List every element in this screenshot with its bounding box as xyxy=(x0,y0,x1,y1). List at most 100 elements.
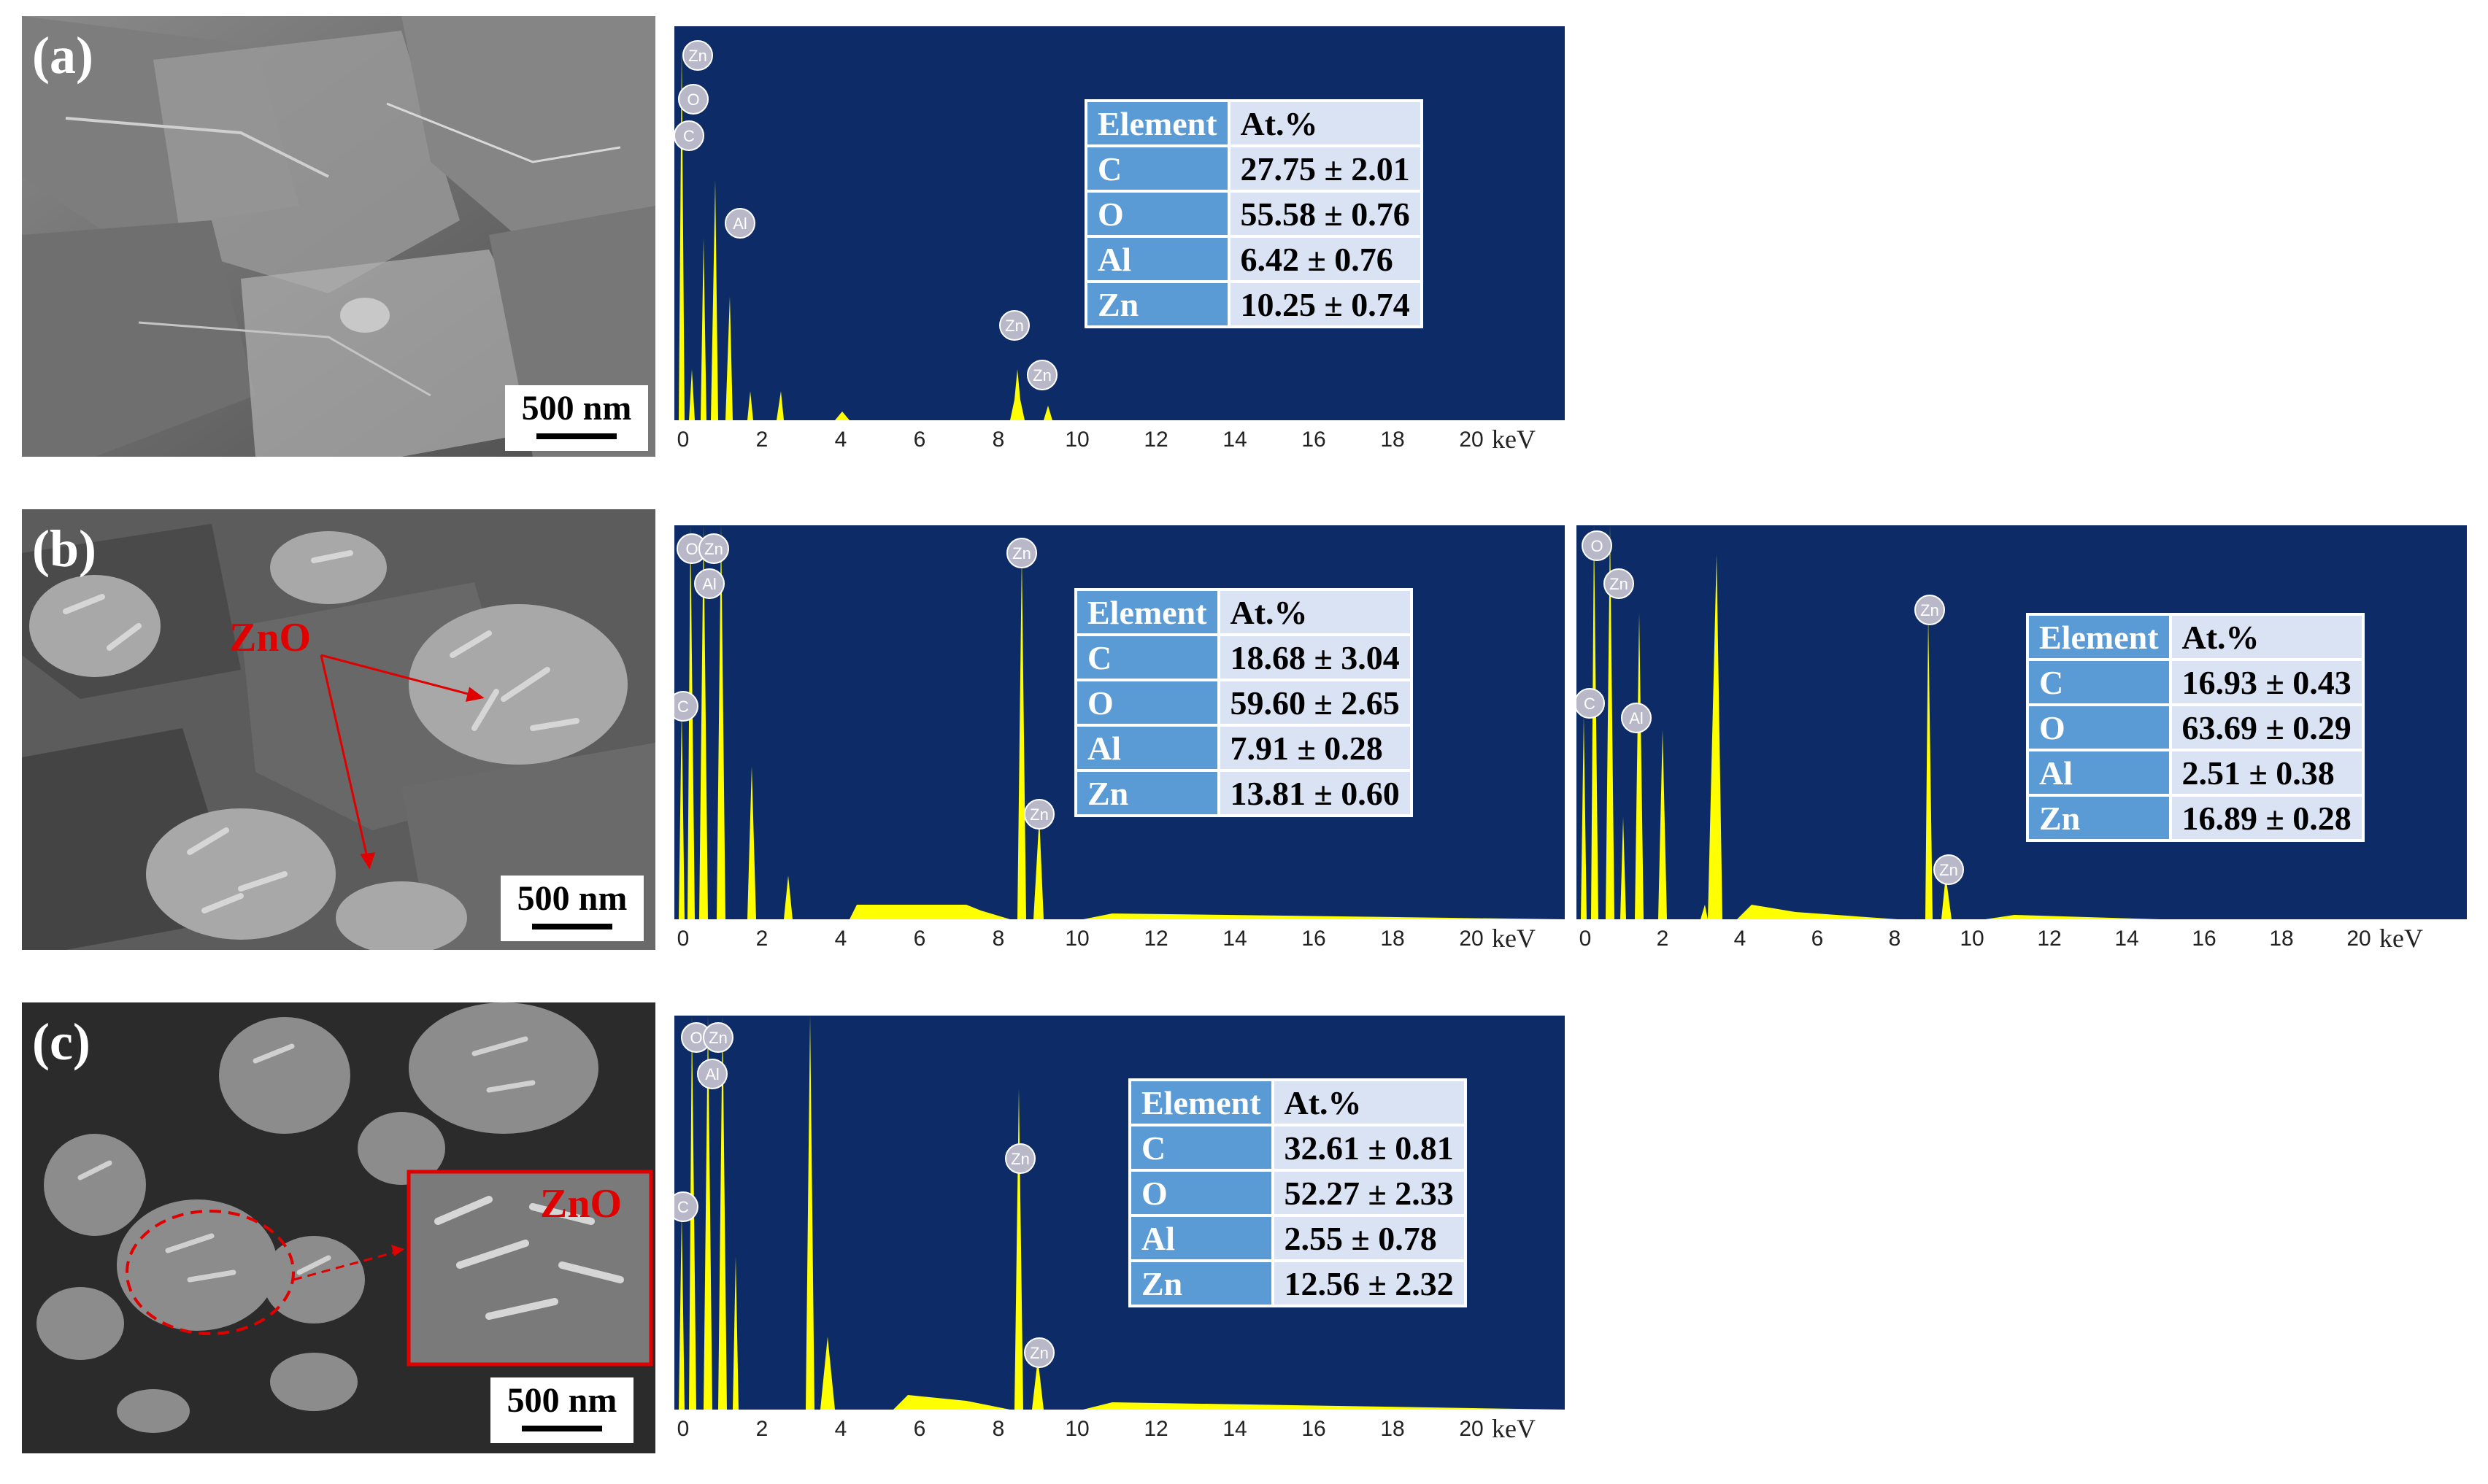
table-cell-value: 55.58 ± 0.76 xyxy=(1230,193,1420,235)
table-cell-value: 7.91 ± 0.28 xyxy=(1220,727,1410,769)
table-cell-element: O xyxy=(1087,193,1228,235)
x-tick-label: 10 xyxy=(1960,927,1984,951)
peak-label: C xyxy=(677,1198,689,1216)
table-cell-value: 13.81 ± 0.60 xyxy=(1220,772,1410,814)
scale-bar-b: 500 nm xyxy=(501,876,644,941)
x-tick-label: 6 xyxy=(913,927,926,951)
peak-label: Zn xyxy=(1005,317,1024,335)
table-cell-value: 52.27 ± 2.33 xyxy=(1274,1172,1464,1214)
table-header-at: At.% xyxy=(1274,1081,1464,1124)
x-tick-label: 8 xyxy=(992,927,1005,951)
panel-label-b: (b) xyxy=(32,519,96,578)
peak-label: O xyxy=(687,90,699,109)
peak-label: Zn xyxy=(1030,805,1049,824)
table-cell-element: Al xyxy=(1087,238,1228,280)
x-tick-label: 4 xyxy=(834,927,847,951)
peak-marker: C xyxy=(674,691,698,722)
table-cell-element: C xyxy=(1077,636,1217,679)
x-tick-label: 14 xyxy=(2114,927,2139,951)
peak-marker: Al xyxy=(697,1059,728,1089)
peak-marker: Zn xyxy=(1027,360,1058,390)
x-tick-label: 6 xyxy=(1811,927,1824,951)
peak-marker: Zn xyxy=(1933,854,1964,885)
composition-table-b1: Element At.% C 18.68 ± 3.04 O 59.60 ± 2.65 … xyxy=(1074,588,1413,817)
peak-marker: Al xyxy=(694,568,725,599)
peak-marker: Zn xyxy=(698,533,729,564)
table-cell-element: C xyxy=(2029,661,2169,703)
x-tick-label: 12 xyxy=(1144,927,1168,951)
x-tick-label: 4 xyxy=(1733,927,1746,951)
table-cell-element: O xyxy=(1077,681,1217,724)
x-tick-label: 10 xyxy=(1065,1417,1090,1441)
table-cell-value: 2.55 ± 0.78 xyxy=(1274,1217,1464,1259)
x-tick-label: 4 xyxy=(834,1417,847,1441)
peak-label: Zn xyxy=(1030,1344,1049,1362)
x-tick-label: 0 xyxy=(677,927,690,951)
peak-marker: Al xyxy=(725,208,755,239)
x-unit-label: keV xyxy=(1492,425,1536,454)
x-tick-label: 14 xyxy=(1222,428,1247,452)
x-tick-label: 6 xyxy=(913,1417,926,1441)
table-cell-element: Zn xyxy=(1087,283,1228,325)
peak-label: Al xyxy=(702,575,717,593)
x-unit-label: keV xyxy=(1492,1414,1536,1443)
composition-table-a: Element At.% C 27.75 ± 2.01 O 55.58 ± 0.76 … xyxy=(1085,99,1423,328)
table-cell-value: 59.60 ± 2.65 xyxy=(1220,681,1410,724)
peak-marker: Zn xyxy=(703,1022,733,1053)
x-tick-label: 20 xyxy=(1459,1417,1484,1441)
x-tick-label: 18 xyxy=(1380,1417,1405,1441)
peak-label: Al xyxy=(733,215,747,233)
table-cell-value: 18.68 ± 3.04 xyxy=(1220,636,1410,679)
table-cell-element: O xyxy=(2029,706,2169,749)
table-cell-element: Al xyxy=(1077,727,1217,769)
table-cell-value: 27.75 ± 2.01 xyxy=(1230,147,1420,190)
zno-annotation-c: ZnO xyxy=(540,1181,623,1226)
table-header-element: Element xyxy=(2029,616,2169,658)
peak-label: Zn xyxy=(704,540,723,558)
peak-label: Zn xyxy=(1920,601,1939,619)
table-cell-element: C xyxy=(1131,1126,1271,1169)
x-tick-label: 8 xyxy=(992,428,1005,452)
peak-label: O xyxy=(685,540,698,558)
x-tick-label: 16 xyxy=(1301,927,1326,951)
x-tick-label: 0 xyxy=(1579,927,1592,951)
table-cell-element: Al xyxy=(2029,751,2169,794)
edx-axis-b1: 0 2 4 6 8 10 12 14 16 18 20 keV xyxy=(674,919,1565,959)
table-cell-element: Zn xyxy=(1077,772,1217,814)
edx-axis-c: 0 2 4 6 8 10 12 14 16 18 20 keV xyxy=(674,1410,1565,1449)
peak-label: Al xyxy=(1629,709,1644,727)
x-tick-label: 8 xyxy=(992,1417,1005,1441)
x-tick-label: 20 xyxy=(1459,428,1484,452)
peak-marker: Zn xyxy=(999,310,1030,341)
x-tick-label: 20 xyxy=(1459,927,1484,951)
peak-label: Zn xyxy=(1033,366,1052,384)
peak-label: O xyxy=(690,1029,702,1047)
table-cell-value: 16.89 ± 0.28 xyxy=(2171,797,2362,839)
peak-label: C xyxy=(1584,695,1595,713)
table-header-at: At.% xyxy=(1220,591,1410,633)
x-tick-label: 2 xyxy=(755,428,769,452)
x-tick-label: 10 xyxy=(1065,428,1090,452)
peak-label: C xyxy=(683,127,695,145)
peak-label: Al xyxy=(705,1065,720,1083)
x-tick-label: 2 xyxy=(1656,927,1669,951)
zno-annotation-b: ZnO xyxy=(229,615,312,660)
composition-table-c: Element At.% C 32.61 ± 0.81 O 52.27 ± 2.33 … xyxy=(1128,1078,1467,1307)
peak-marker: Zn xyxy=(682,40,713,71)
x-tick-label: 14 xyxy=(1222,927,1247,951)
table-header-element: Element xyxy=(1077,591,1217,633)
x-tick-label: 16 xyxy=(1301,428,1326,452)
table-cell-value: 32.61 ± 0.81 xyxy=(1274,1126,1464,1169)
x-unit-label: keV xyxy=(2379,924,2423,953)
x-tick-label: 0 xyxy=(677,428,690,452)
x-tick-label: 18 xyxy=(1380,927,1405,951)
peak-marker: O xyxy=(1582,530,1612,561)
peak-marker: C xyxy=(1576,688,1605,719)
peak-label: Zn xyxy=(1939,861,1958,879)
peak-marker: C xyxy=(674,1191,698,1222)
table-header-at: At.% xyxy=(1230,102,1420,144)
x-tick-label: 16 xyxy=(2192,927,2217,951)
